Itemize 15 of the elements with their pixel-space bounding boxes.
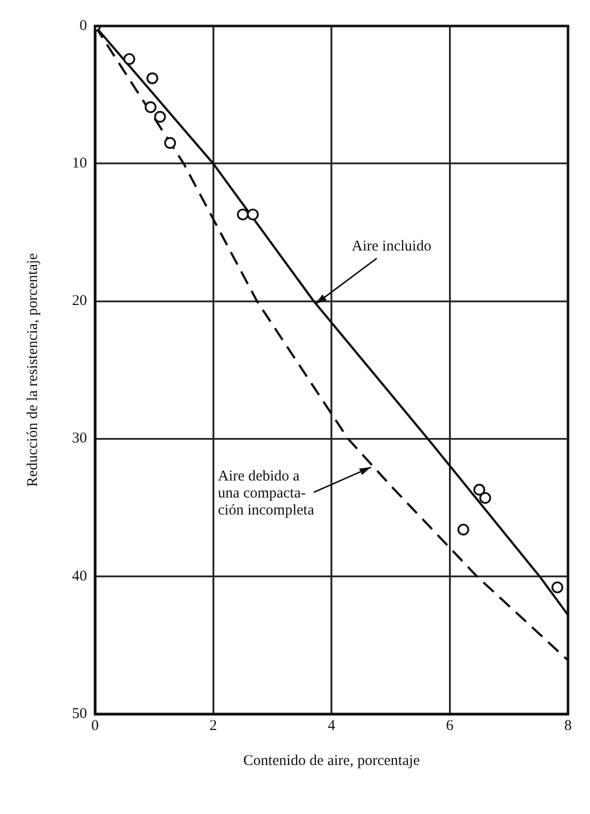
y-tick-label: 50 bbox=[72, 706, 87, 722]
y-axis-title: Reducción de la resistencia, porcentaje bbox=[24, 252, 41, 487]
y-tick-label: 20 bbox=[72, 293, 87, 310]
annotation: Aire debido a una compacta- ción incompleta bbox=[218, 468, 314, 518]
y-tick-label: 30 bbox=[72, 430, 87, 447]
y-tick-label: 40 bbox=[72, 568, 87, 584]
x-tick-label: 0 bbox=[91, 718, 99, 734]
x-tick-label: 6 bbox=[446, 718, 454, 734]
annotation: Aire incluido bbox=[352, 238, 432, 254]
x-axis-title: Contenido de aire, porcentaje bbox=[243, 752, 420, 769]
x-tick-label: 8 bbox=[564, 718, 572, 734]
y-tick-label: 10 bbox=[72, 156, 87, 172]
x-tick-label: 2 bbox=[210, 718, 217, 734]
x-tick-label: 4 bbox=[328, 718, 336, 734]
y-tick-label: 0 bbox=[80, 18, 87, 34]
